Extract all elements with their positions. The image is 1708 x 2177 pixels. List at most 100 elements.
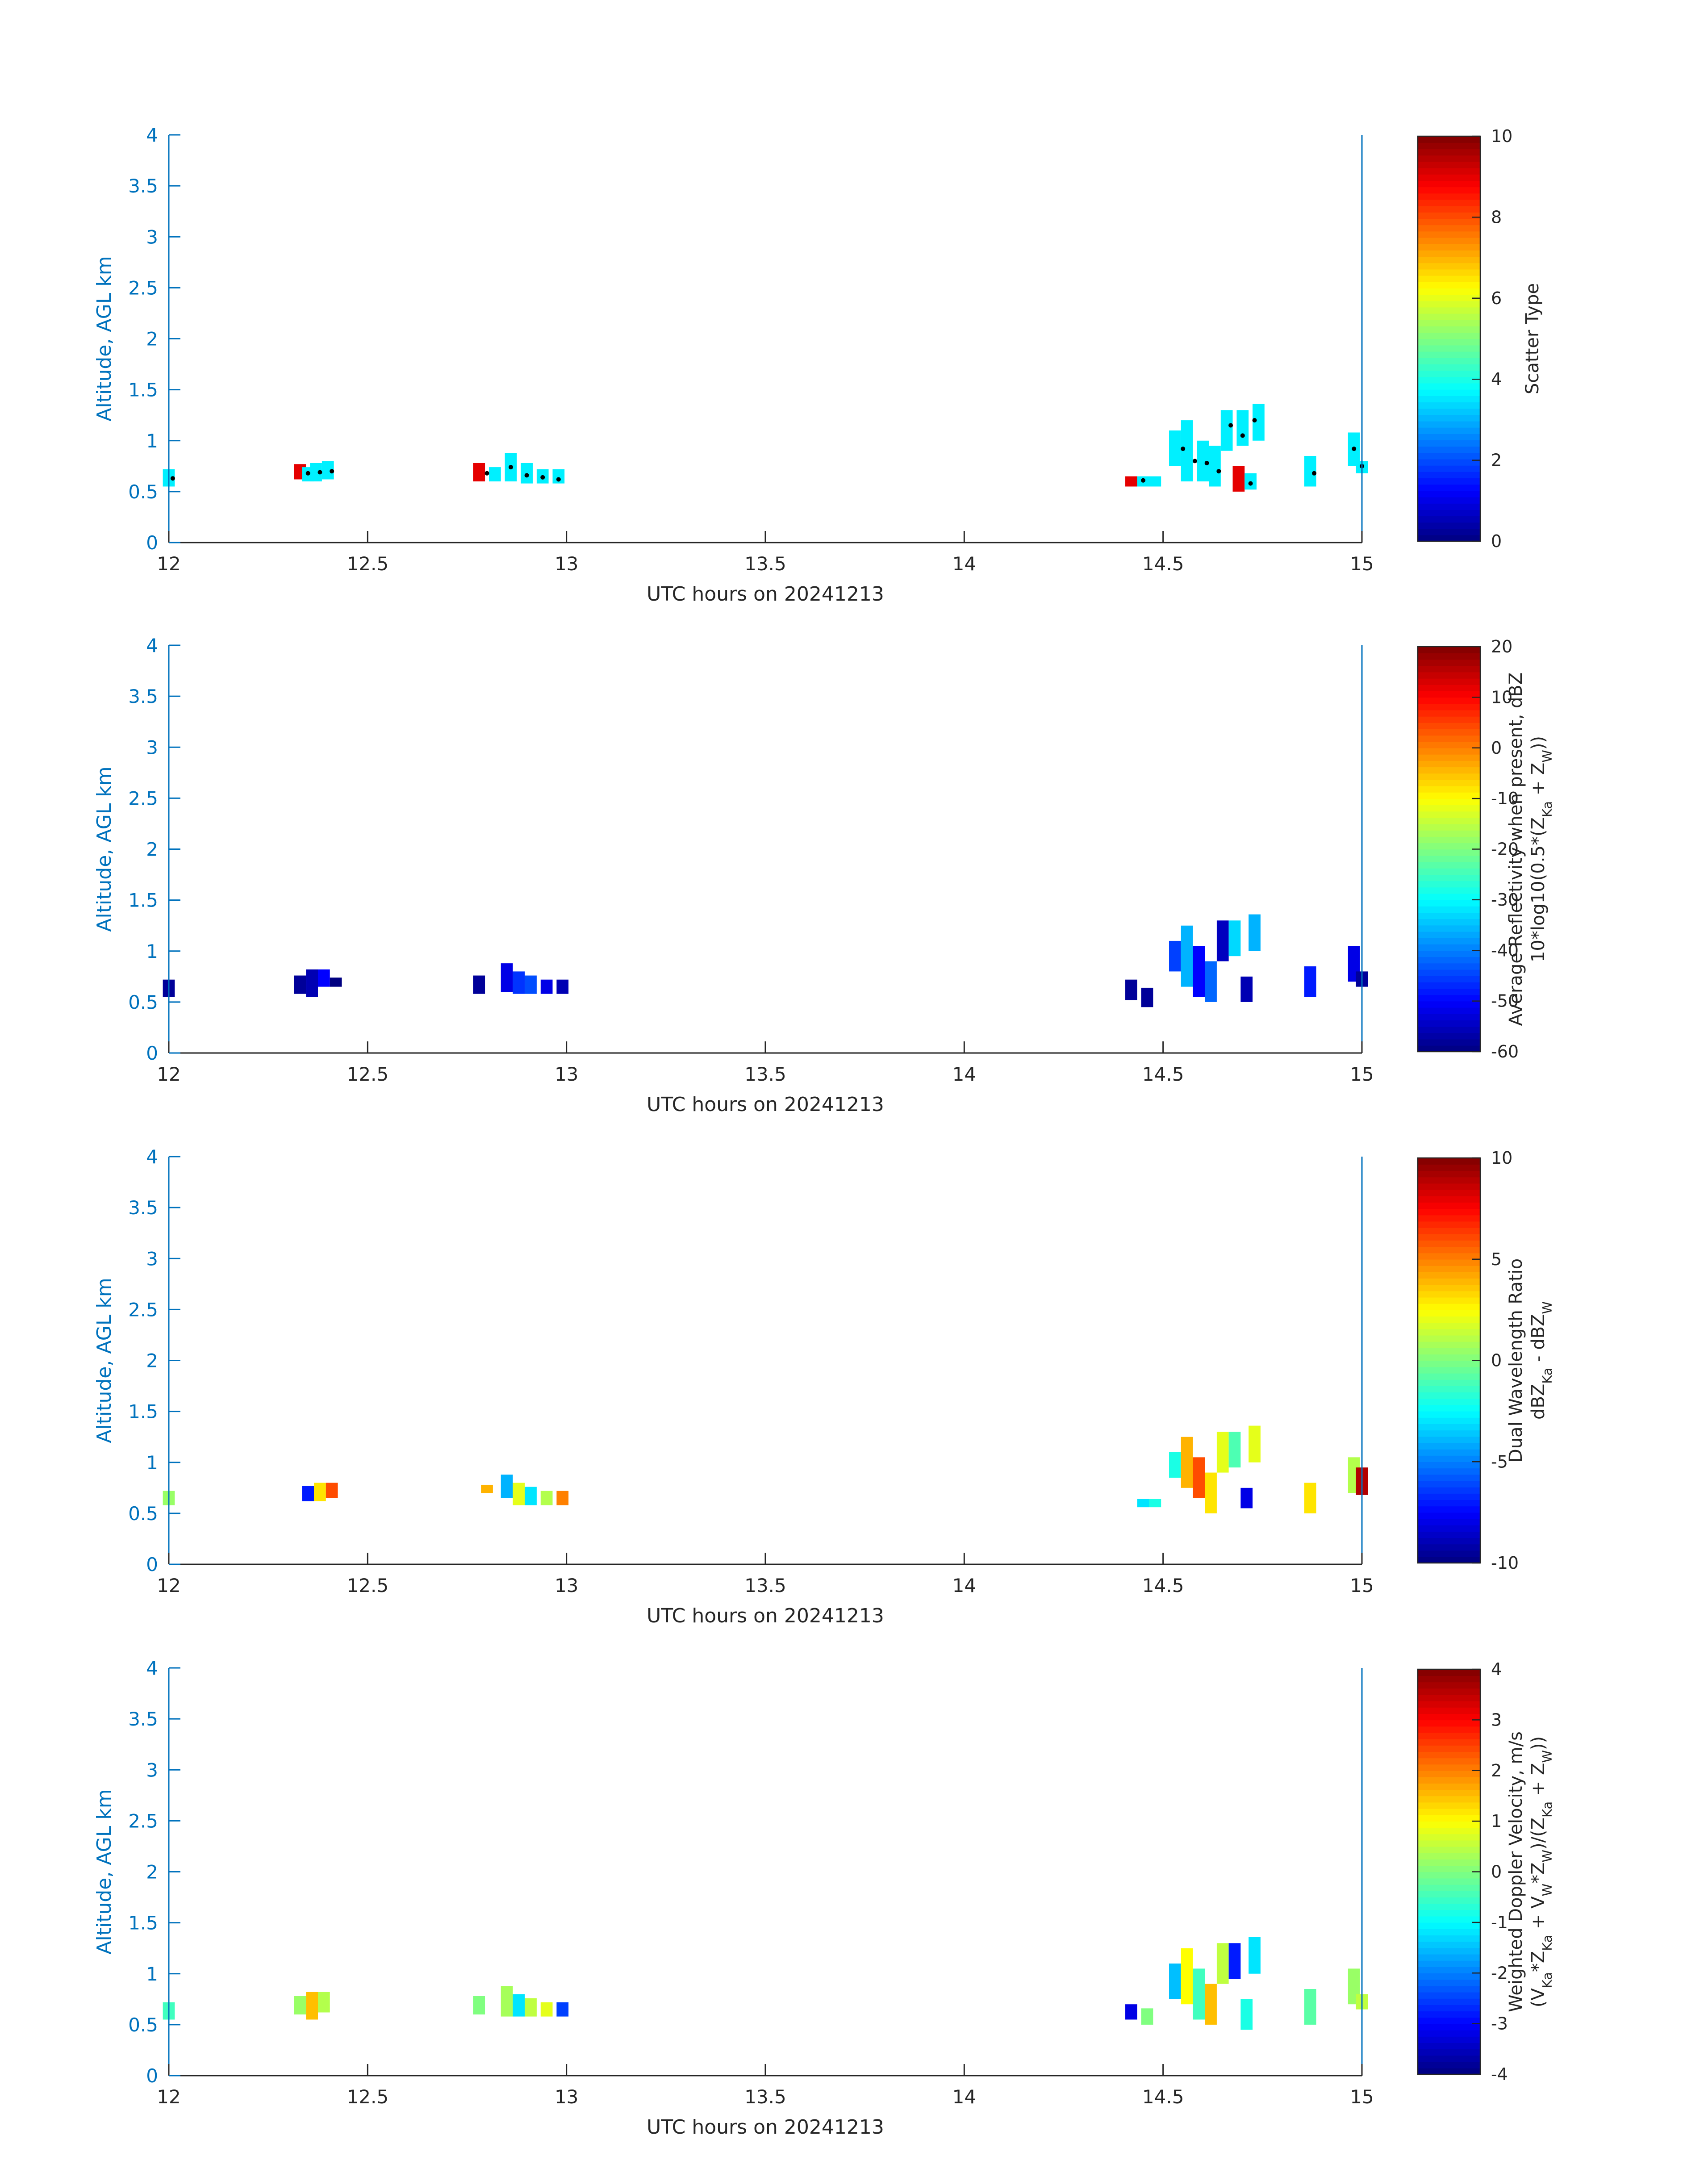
data-cell	[1228, 1943, 1241, 1979]
colorbar-segment	[1418, 1745, 1480, 1752]
x-tick-label: 15	[1350, 1063, 1374, 1085]
colorbar-segment	[1418, 1726, 1480, 1733]
colorbar-segment	[1418, 294, 1480, 301]
colorbar-segment	[1418, 2043, 1480, 2050]
data-cell	[1216, 1432, 1229, 1473]
colorbar-segment	[1418, 376, 1480, 384]
colorbar-segment	[1418, 1020, 1480, 1027]
colorbar-segment	[1418, 741, 1480, 748]
data-cell	[481, 1484, 493, 1493]
colorbar-segment	[1418, 760, 1480, 768]
colorbar-frame	[1417, 135, 1481, 542]
colorbar-segment	[1418, 1897, 1480, 1904]
colorbar-segment	[1418, 1278, 1480, 1285]
colorbar-segment	[1418, 1872, 1480, 1879]
colorbar-segment	[1418, 969, 1480, 976]
colorbar-segment	[1418, 1992, 1480, 1999]
colorbar-tick-label: -10	[1491, 789, 1519, 808]
colorbar-segment	[1418, 465, 1480, 472]
data-cell	[525, 1487, 537, 1505]
y-tick-label: 1	[146, 430, 158, 452]
data-cell	[1240, 1488, 1253, 1508]
x-axis-label: UTC hours on 20241213	[647, 583, 884, 606]
colorbar-tick-label: 0	[1491, 1351, 1502, 1371]
colorbar-segment	[1418, 1424, 1480, 1431]
colorbar-segment	[1418, 861, 1480, 869]
colorbar-segment	[1418, 1039, 1480, 1046]
colorbar-segment	[1418, 1253, 1480, 1260]
data-cell	[294, 975, 306, 994]
colorbar-segment	[1418, 225, 1480, 232]
colorbar-segment	[1418, 193, 1480, 200]
y-tick-label: 3	[146, 1759, 158, 1781]
data-point	[484, 471, 489, 476]
y-tick-label: 3.5	[128, 685, 158, 707]
colorbar-segment	[1418, 484, 1480, 491]
colorbar-tick-label: 10	[1491, 687, 1512, 707]
colorbar-segment	[1418, 1985, 1480, 1993]
y-tick-label: 0	[146, 532, 158, 554]
colorbar-segment	[1418, 351, 1480, 358]
colorbar-segment	[1418, 1941, 1480, 1948]
colorbar-tick-label: -3	[1491, 2014, 1508, 2034]
colorbar-segment	[1418, 685, 1480, 692]
colorbar-segment	[1418, 1808, 1480, 1815]
data-cell	[540, 979, 553, 994]
y-tick-label: 4	[146, 124, 158, 146]
data-point	[540, 475, 545, 480]
colorbar-segment	[1418, 2049, 1480, 2056]
colorbar-segment	[1418, 155, 1480, 162]
x-tick-label: 14.5	[1142, 2086, 1184, 2108]
colorbar-segment	[1418, 301, 1480, 308]
y-tick-label: 3.5	[128, 1708, 158, 1730]
colorbar-segment	[1418, 1272, 1480, 1279]
colorbar-segment	[1418, 1935, 1480, 1942]
colorbar-tick-label: -10	[1491, 1553, 1519, 1573]
x-axis-label: UTC hours on 20241213	[647, 1605, 884, 1627]
data-cell	[1125, 476, 1137, 487]
colorbar-segment	[1418, 868, 1480, 875]
colorbar-segment	[1418, 535, 1480, 542]
data-cell	[473, 975, 485, 994]
x-tick-label: 13	[555, 1063, 578, 1085]
colorbar-segment	[1418, 881, 1480, 888]
colorbar-segment	[1418, 653, 1480, 660]
colorbar-segment	[1418, 957, 1480, 964]
colorbar-segment	[1418, 319, 1480, 326]
colorbar-segment	[1418, 1234, 1480, 1241]
data-cell	[1304, 966, 1316, 997]
colorbar-segment	[1418, 963, 1480, 970]
colorbar-segment	[1418, 1669, 1480, 1676]
y-tick-label: 0.5	[128, 1503, 158, 1525]
y-tick-label: 4	[146, 1657, 158, 1679]
data-cell	[1205, 1984, 1217, 2025]
data-cell	[1149, 1499, 1161, 1508]
colorbar-segment	[1418, 1960, 1480, 1967]
colorbar-segment	[1418, 697, 1480, 704]
data-point	[508, 465, 513, 470]
colorbar-tick-label: 1	[1491, 1811, 1502, 1831]
data-cell	[1137, 1499, 1149, 1508]
colorbar-segment	[1418, 1550, 1480, 1557]
colorbar-segment	[1418, 1682, 1480, 1689]
colorbar-segment	[1418, 414, 1480, 422]
colorbar-tick-label: -50	[1491, 991, 1519, 1011]
data-cell	[1169, 1452, 1181, 1478]
data-cell	[556, 2002, 569, 2017]
y-tick-label: 4	[146, 635, 158, 656]
colorbar-segment	[1418, 528, 1480, 535]
colorbar-tick-label: 6	[1491, 288, 1502, 308]
colorbar-segment	[1418, 1221, 1480, 1228]
colorbar-segment	[1418, 427, 1480, 434]
colorbar-segment	[1418, 161, 1480, 168]
colorbar-segment	[1418, 817, 1480, 824]
colorbar-segment	[1418, 1764, 1480, 1771]
colorbar-segment	[1418, 748, 1480, 755]
y-tick-label: 3.5	[128, 1197, 158, 1219]
colorbar-segment	[1418, 396, 1480, 403]
x-tick-label: 14	[952, 2086, 976, 2108]
colorbar-segment	[1418, 1170, 1480, 1178]
colorbar-segment	[1418, 212, 1480, 219]
data-point	[1204, 460, 1209, 465]
colorbar-tick-label: 0	[1491, 531, 1502, 551]
